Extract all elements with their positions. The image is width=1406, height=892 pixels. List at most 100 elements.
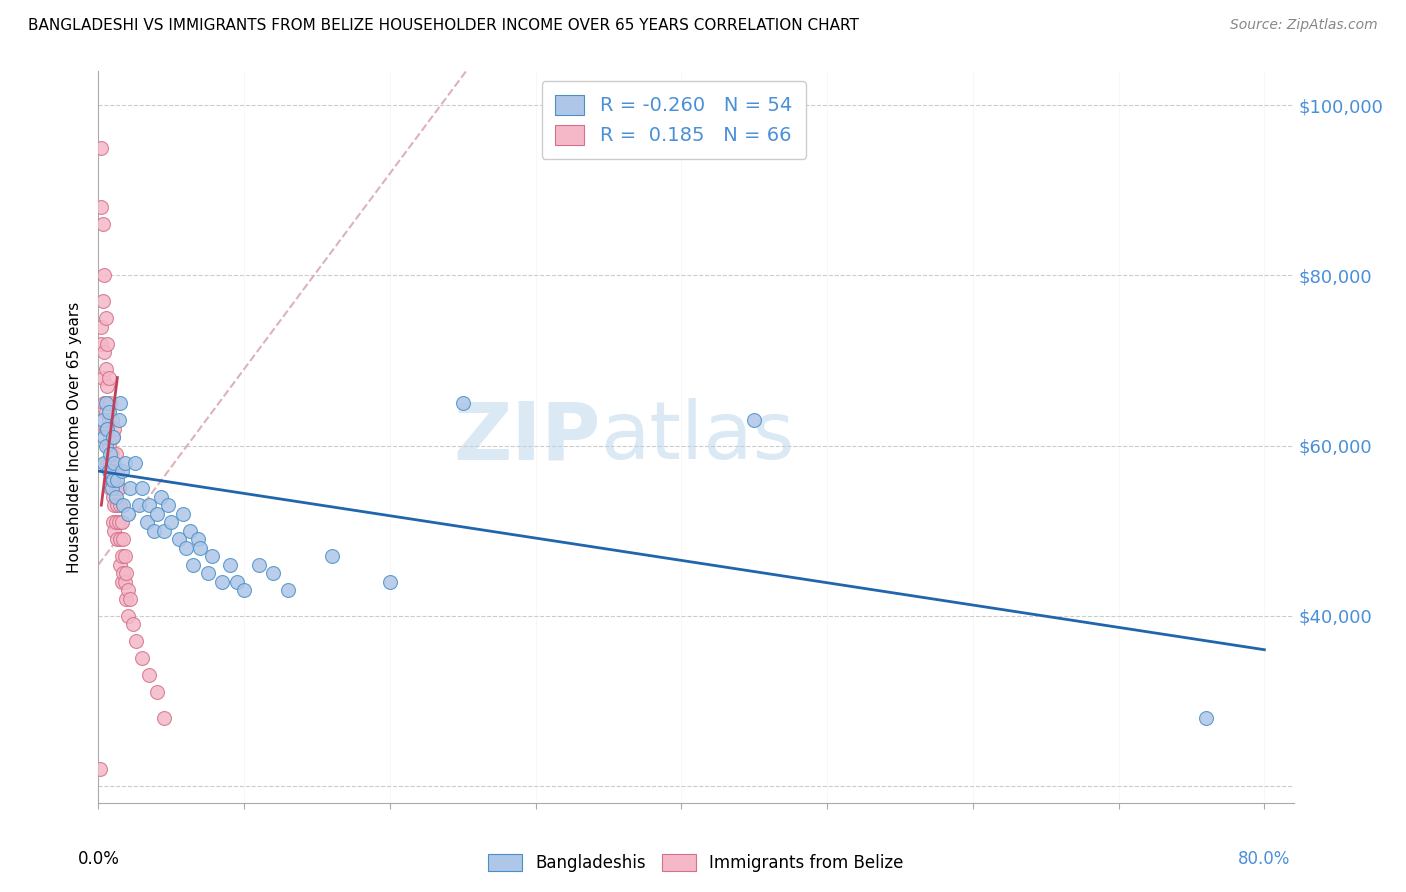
Point: [104, 481, 127, 495]
Point: [101, 464, 124, 478]
Point: [94, 362, 117, 376]
Point: [101, 515, 124, 529]
Point: [378, 574, 401, 589]
Point: [103, 524, 125, 538]
Point: [98, 456, 121, 470]
Point: [98, 396, 121, 410]
Point: [94, 311, 117, 326]
Text: Source: ZipAtlas.com: Source: ZipAtlas.com: [1230, 18, 1378, 32]
Y-axis label: Householder Income Over 65 years: Householder Income Over 65 years: [67, 301, 83, 573]
Point: [100, 481, 122, 495]
Point: [131, 481, 153, 495]
Point: [115, 566, 138, 581]
Point: [117, 583, 139, 598]
Point: [101, 473, 124, 487]
Point: [120, 591, 142, 606]
Point: [321, 549, 343, 563]
Point: [108, 413, 131, 427]
Legend: Bangladeshis, Immigrants from Belize: Bangladeshis, Immigrants from Belize: [482, 847, 910, 879]
Point: [104, 515, 127, 529]
Point: [91, 218, 114, 232]
Point: [114, 456, 136, 470]
Point: [138, 498, 160, 512]
Point: [97, 439, 120, 453]
Point: [157, 498, 180, 512]
Point: [135, 515, 157, 529]
Point: [277, 583, 299, 598]
Point: [110, 532, 132, 546]
Point: [96, 456, 118, 470]
Point: [125, 634, 148, 648]
Point: [103, 421, 125, 435]
Text: atlas: atlas: [600, 398, 794, 476]
Point: [451, 396, 474, 410]
Point: [131, 651, 153, 665]
Point: [108, 481, 131, 495]
Point: [94, 404, 117, 418]
Point: [111, 515, 134, 529]
Point: [115, 591, 138, 606]
Point: [117, 507, 139, 521]
Point: [101, 430, 124, 444]
Point: [110, 558, 132, 572]
Point: [94, 421, 117, 435]
Point: [98, 430, 121, 444]
Point: [233, 583, 256, 598]
Point: [742, 413, 765, 427]
Point: [90, 336, 112, 351]
Point: [153, 711, 176, 725]
Point: [104, 447, 127, 461]
Point: [225, 574, 247, 589]
Point: [90, 141, 112, 155]
Point: [201, 549, 224, 563]
Point: [94, 439, 117, 453]
Point: [114, 574, 136, 589]
Point: [120, 481, 142, 495]
Point: [91, 413, 114, 427]
Point: [103, 456, 125, 470]
Point: [101, 430, 124, 444]
Point: [94, 396, 117, 410]
Point: [247, 558, 270, 572]
Point: [145, 685, 167, 699]
Point: [142, 524, 165, 538]
Point: [103, 464, 125, 478]
Point: [218, 558, 240, 572]
Point: [105, 532, 128, 546]
Point: [160, 515, 183, 529]
Point: [190, 541, 212, 555]
Point: [211, 574, 233, 589]
Point: [112, 498, 135, 512]
Point: [100, 447, 122, 461]
Point: [97, 464, 120, 478]
Point: [179, 524, 201, 538]
Point: [124, 456, 146, 470]
Point: [105, 498, 128, 512]
Point: [96, 421, 118, 435]
Point: [93, 456, 115, 470]
Point: [96, 421, 118, 435]
Point: [98, 447, 121, 461]
Point: [262, 566, 284, 581]
Point: [96, 336, 118, 351]
Point: [186, 532, 208, 546]
Point: [1195, 711, 1218, 725]
Point: [111, 464, 134, 478]
Point: [93, 396, 115, 410]
Point: [114, 549, 136, 563]
Point: [93, 268, 115, 283]
Point: [100, 413, 122, 427]
Point: [97, 370, 120, 384]
Point: [181, 558, 204, 572]
Point: [98, 481, 121, 495]
Text: BANGLADESHI VS IMMIGRANTS FROM BELIZE HOUSEHOLDER INCOME OVER 65 YEARS CORRELATI: BANGLADESHI VS IMMIGRANTS FROM BELIZE HO…: [28, 18, 859, 33]
Point: [90, 201, 112, 215]
Point: [138, 668, 160, 682]
Point: [110, 396, 132, 410]
Point: [197, 566, 219, 581]
Text: 80.0%: 80.0%: [1239, 849, 1291, 868]
Point: [112, 566, 135, 581]
Point: [110, 498, 132, 512]
Point: [89, 762, 111, 776]
Point: [93, 430, 115, 444]
